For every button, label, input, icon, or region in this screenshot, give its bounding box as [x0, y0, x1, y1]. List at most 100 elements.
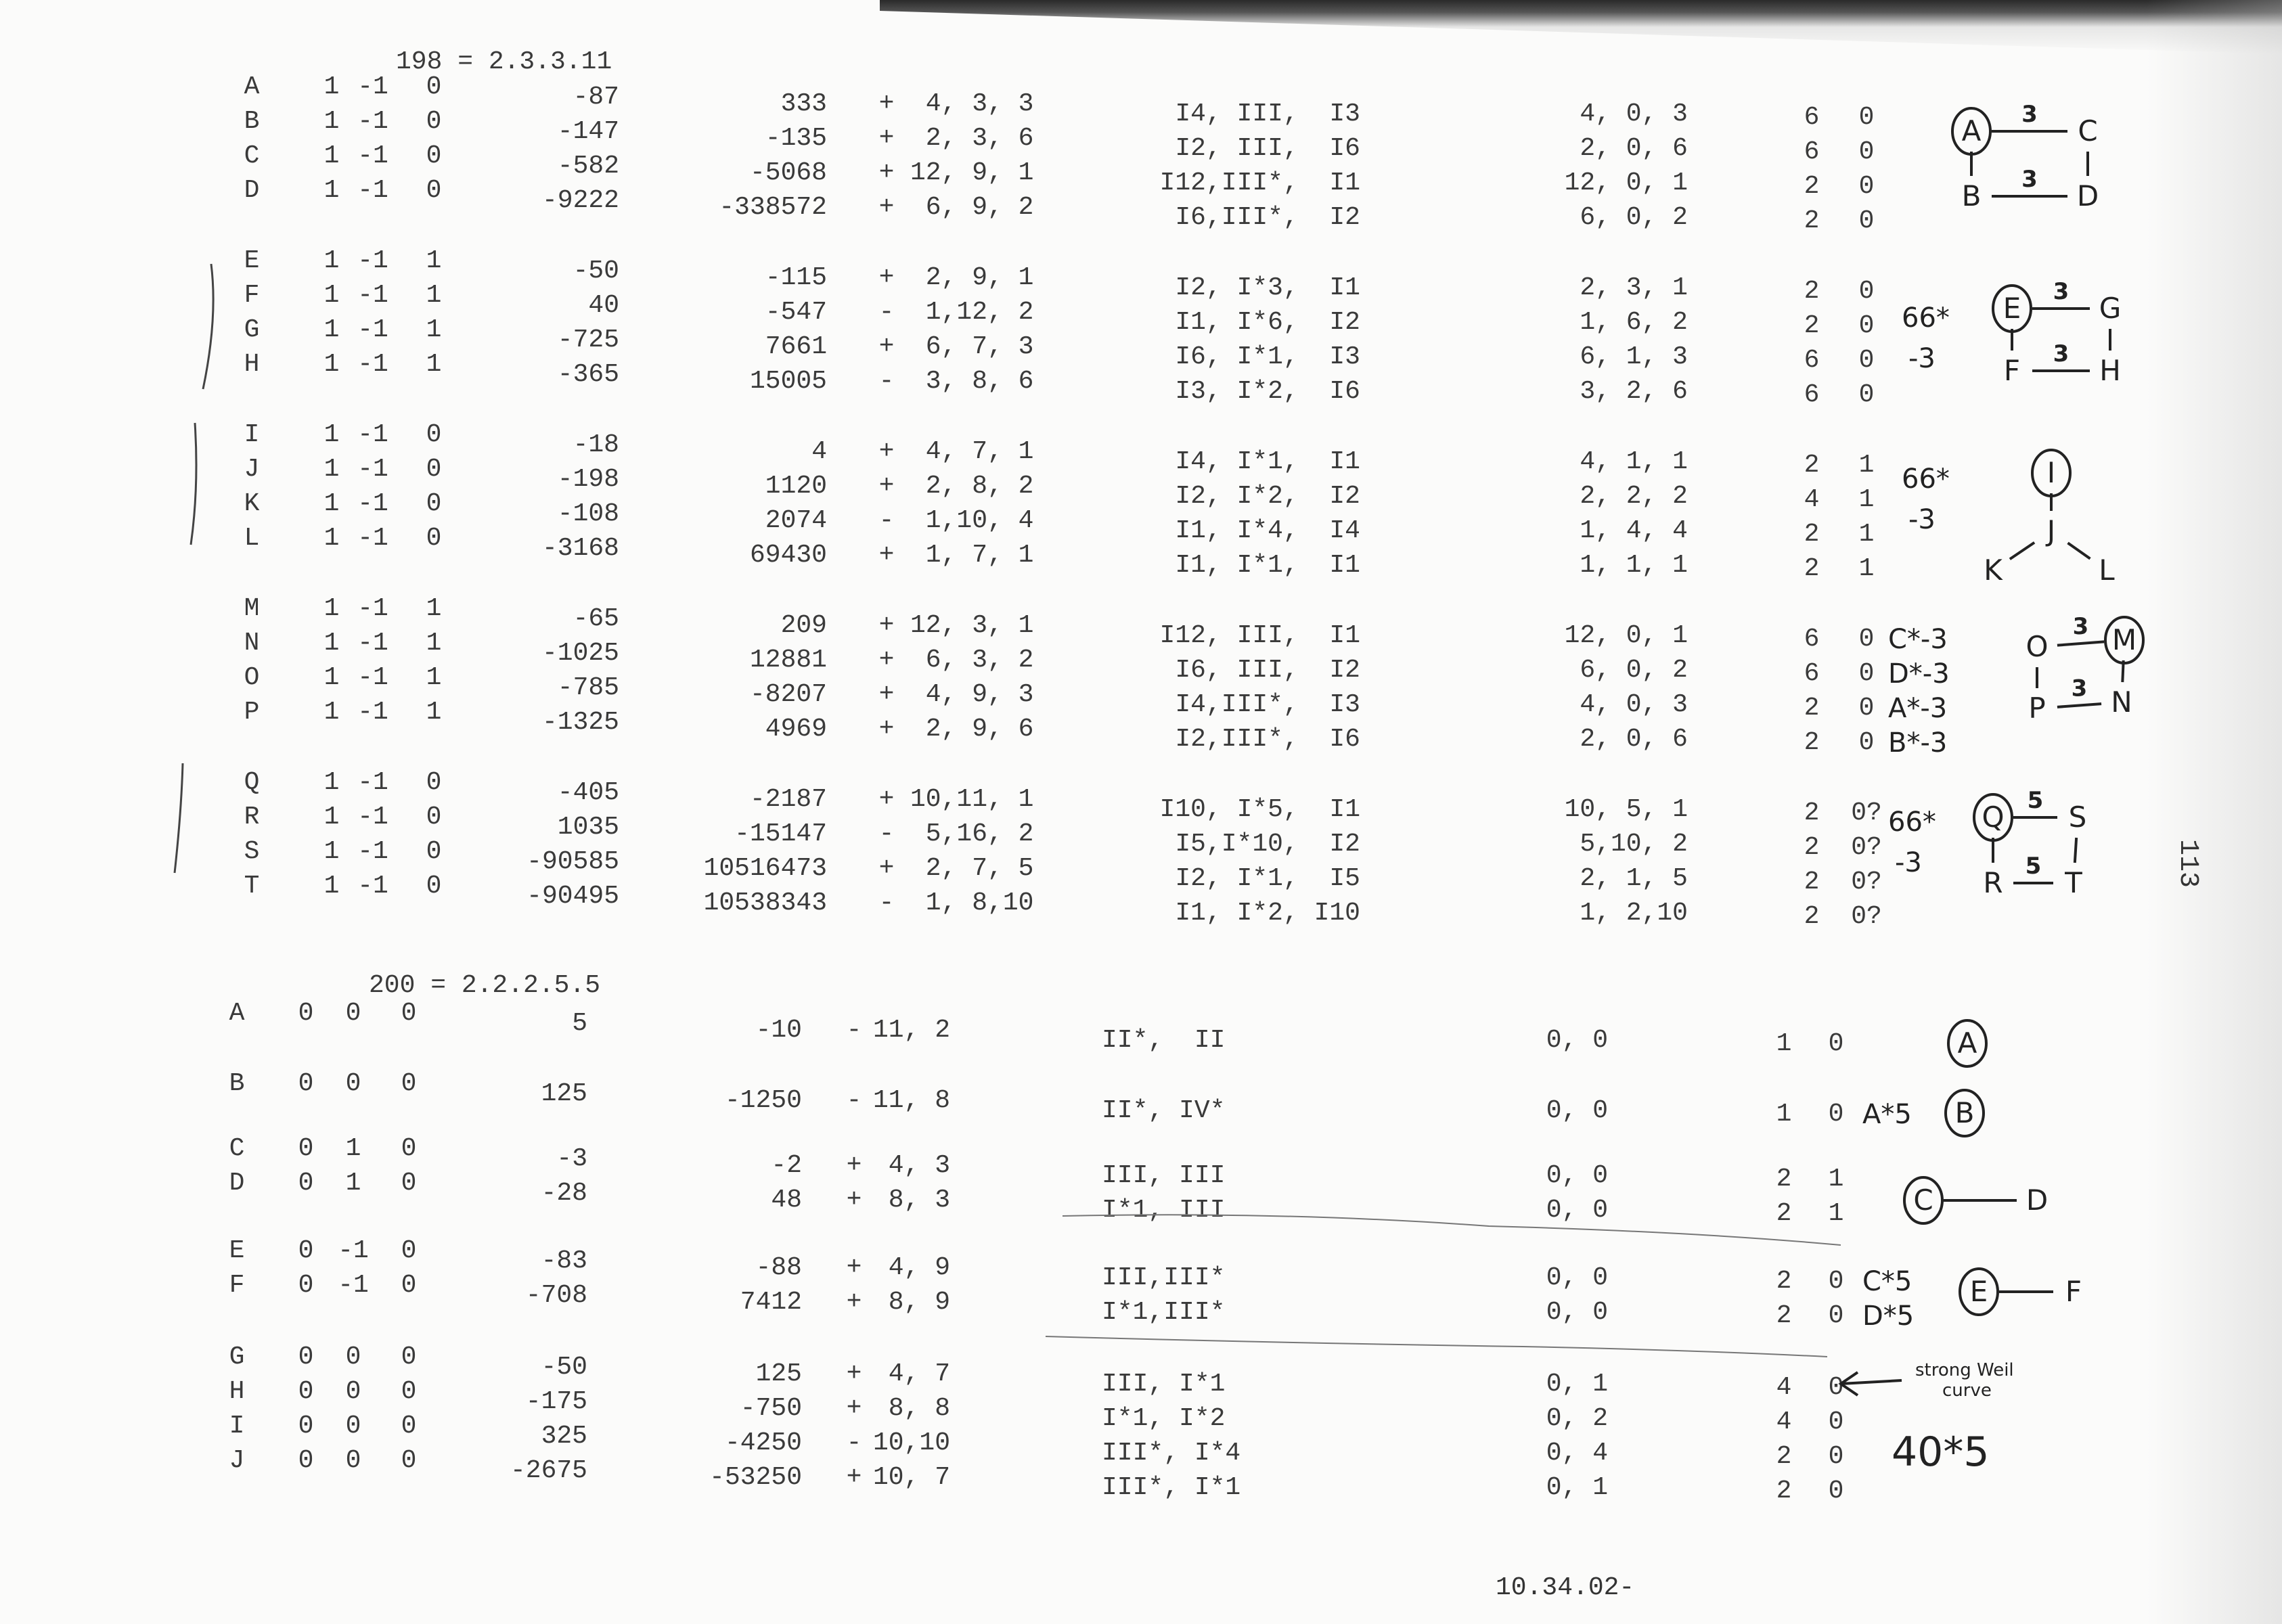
kodaira-types: III, I*1 [1102, 1370, 1226, 1399]
coefficient-a1: 0 [298, 1446, 314, 1475]
torsion-rank-1: 0 [1828, 1100, 1844, 1129]
conductor-exponents: 0, 0 [1546, 1161, 1608, 1190]
curve-node: O [2026, 630, 2048, 663]
kodaira-types: I12,III*, I1 [1159, 168, 1360, 198]
sign: + [878, 680, 895, 709]
conductor-exponents: 4, 0, 3 [1580, 690, 1688, 719]
kodaira-types: I6,III*, I2 [1175, 203, 1360, 232]
discriminant-exponents: 2, 8, 2 [910, 472, 1034, 501]
discriminant-exponents: 6, 3, 2 [910, 646, 1034, 675]
kodaira-types: III*, I*1 [1102, 1473, 1241, 1502]
torsion-rank-0: 1 [1776, 1029, 1792, 1058]
isogeny-edge [2073, 837, 2078, 863]
conductor-exponents: 3, 2, 6 [1580, 377, 1688, 406]
curve-label: G [229, 1343, 245, 1372]
coefficient-a2: -1 [357, 107, 388, 136]
torsion-rank-1: 0? [1851, 902, 1882, 931]
scan-shadow [880, 0, 2282, 54]
c6-value: -115 [765, 263, 827, 292]
coefficient-a1: 0 [298, 1377, 314, 1406]
section-header: 200 = 2.2.2.5.5 [369, 971, 601, 1000]
curve-label: J [244, 455, 260, 484]
coefficient-a3: 1 [426, 629, 442, 658]
sign: + [878, 437, 895, 466]
discriminant-exponents: 10,11, 1 [910, 785, 1034, 814]
conductor-exponents: 1, 6, 2 [1580, 308, 1688, 337]
coefficient-a3: 0 [401, 1412, 417, 1441]
c4-value: -83 [541, 1246, 587, 1276]
isogeny-note: D*5 [1862, 1301, 1915, 1332]
coefficient-a2: -1 [357, 455, 388, 484]
twist-note: 66* [1902, 464, 1950, 495]
kodaira-types: I2, I*1, I5 [1175, 864, 1360, 893]
torsion-rank-0: 6 [1804, 137, 1820, 166]
c4-value: -90495 [527, 882, 619, 911]
sign: + [846, 1359, 862, 1389]
c4-value: -147 [557, 117, 619, 146]
torsion-rank-0: 2 [1804, 867, 1820, 897]
isogeny-edge [2057, 640, 2105, 647]
kodaira-types: I5,I*10, I2 [1175, 830, 1360, 859]
c4-value: -785 [557, 673, 619, 702]
sign: - [846, 1016, 862, 1045]
optimal-curve-circle [1959, 1267, 1999, 1316]
c6-value: 15005 [749, 367, 827, 396]
coefficient-a2: -1 [357, 72, 388, 102]
coefficient-a3: 0 [426, 420, 442, 449]
coefficient-a2: -1 [338, 1236, 369, 1265]
isogeny-edge [2057, 702, 2102, 708]
conductor-exponents: 2, 0, 6 [1580, 134, 1688, 163]
curve-node: A [1958, 1027, 1977, 1060]
coefficient-a2: -1 [338, 1271, 369, 1300]
coefficient-a1: 0 [298, 1169, 314, 1198]
c4-value: -28 [541, 1179, 587, 1208]
conductor-exponents: 0, 0 [1546, 1298, 1608, 1327]
curve-node: K [1984, 554, 2003, 587]
twist-note: -3 [1908, 504, 1936, 535]
torsion-rank-0: 2 [1804, 206, 1820, 235]
conductor-exponents: 0, 4 [1546, 1439, 1608, 1468]
sign: - [878, 819, 895, 849]
twist-note: 40*5 [1892, 1428, 1990, 1476]
coefficient-a3: 0 [426, 872, 442, 901]
c4-value: -108 [557, 499, 619, 528]
torsion-rank-0: 4 [1804, 485, 1820, 514]
curve-label: A [229, 999, 245, 1028]
curve-label: L [244, 524, 260, 553]
curve-label: D [229, 1169, 245, 1198]
torsion-rank-0: 2 [1776, 1442, 1792, 1471]
coefficient-a1: 0 [298, 1134, 314, 1163]
coefficient-a2: 0 [345, 1343, 361, 1372]
curve-label: I [229, 1412, 245, 1441]
torsion-rank-0: 2 [1804, 554, 1820, 583]
sign: + [846, 1288, 862, 1317]
coefficient-a3: 0 [426, 768, 442, 797]
coefficient-a3: 0 [426, 803, 442, 832]
kodaira-types: I6, III, I2 [1175, 656, 1360, 685]
curve-node: C [1913, 1183, 1933, 1217]
torsion-rank-0: 2 [1776, 1199, 1792, 1228]
discriminant-exponents: 11, 2 [873, 1016, 951, 1045]
torsion-rank-1: 0 [1858, 206, 1875, 235]
torsion-rank-1: 0? [1851, 833, 1882, 862]
sign: + [846, 1253, 862, 1282]
coefficient-a3: 0 [426, 72, 442, 102]
sign: + [878, 263, 895, 292]
torsion-rank-1: 0? [1851, 867, 1882, 897]
curve-label: N [244, 629, 260, 658]
c6-value: 1120 [765, 472, 827, 501]
coefficient-a1: 1 [323, 768, 340, 797]
coefficient-a2: -1 [357, 629, 388, 658]
conductor-exponents: 0, 0 [1546, 1026, 1608, 1055]
strong-weil-curve-note: curve [1942, 1380, 1992, 1401]
isogeny-diagram: 3 3M OP N [2026, 613, 2145, 725]
curve-node: Q [1982, 800, 2004, 834]
discriminant-exponents: 2, 3, 6 [910, 124, 1034, 153]
conductor-exponents: 4, 0, 3 [1580, 99, 1688, 129]
curve-node: N [2111, 685, 2132, 719]
torsion-rank-1: 0 [1858, 103, 1875, 132]
coefficient-a3: 0 [426, 141, 442, 171]
torsion-rank-0: 2 [1804, 902, 1820, 931]
c4-value: -87 [573, 83, 619, 112]
discriminant-exponents: 11, 8 [873, 1086, 951, 1115]
